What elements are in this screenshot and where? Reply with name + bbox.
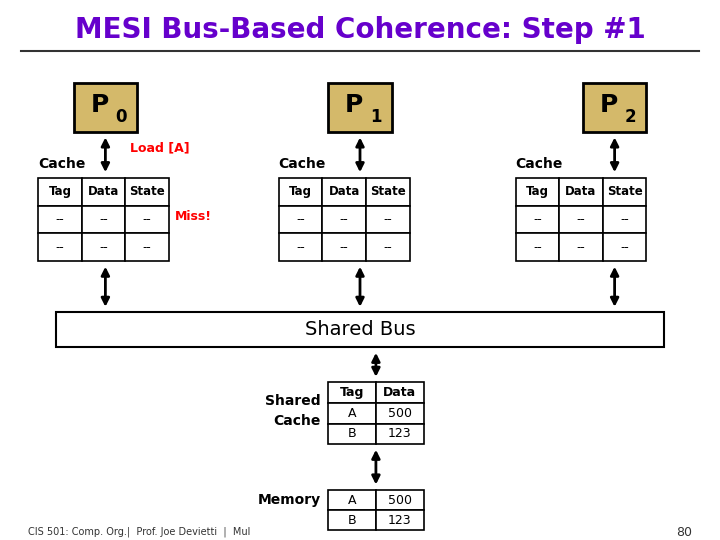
Text: --: -- xyxy=(383,241,392,254)
Text: --: -- xyxy=(620,241,629,254)
Text: Tag: Tag xyxy=(526,185,549,198)
Text: B: B xyxy=(348,514,356,527)
Bar xyxy=(328,423,376,444)
Text: CIS 501: Comp. Org.|  Prof. Joe Devietti  |  Mul: CIS 501: Comp. Org.| Prof. Joe Devietti … xyxy=(27,527,250,537)
Text: State: State xyxy=(607,185,642,198)
Text: 123: 123 xyxy=(388,428,412,441)
Text: --: -- xyxy=(340,213,348,226)
Bar xyxy=(376,510,423,530)
Bar xyxy=(38,233,82,261)
Text: --: -- xyxy=(296,213,305,226)
Text: Cache: Cache xyxy=(279,157,326,171)
Text: Memory: Memory xyxy=(258,492,321,507)
Bar xyxy=(559,233,603,261)
Bar xyxy=(366,233,410,261)
Text: --: -- xyxy=(383,213,392,226)
Bar xyxy=(125,178,169,206)
Text: MESI Bus-Based Coherence: Step #1: MESI Bus-Based Coherence: Step #1 xyxy=(75,16,645,44)
Text: Cache: Cache xyxy=(38,157,86,171)
Bar xyxy=(323,206,366,233)
Bar xyxy=(38,178,82,206)
Text: Miss!: Miss! xyxy=(175,210,212,223)
Text: Shared Bus: Shared Bus xyxy=(305,320,415,339)
Text: --: -- xyxy=(143,241,152,254)
Bar xyxy=(328,382,376,403)
Text: P: P xyxy=(600,93,618,117)
Text: 2: 2 xyxy=(624,109,636,126)
Bar xyxy=(376,423,423,444)
Text: 500: 500 xyxy=(388,407,412,420)
Text: Data: Data xyxy=(88,185,120,198)
Text: --: -- xyxy=(620,213,629,226)
Text: B: B xyxy=(348,428,356,441)
Text: 1: 1 xyxy=(370,109,382,126)
Text: --: -- xyxy=(577,241,585,254)
Text: --: -- xyxy=(533,241,541,254)
Text: 123: 123 xyxy=(388,514,412,527)
Bar xyxy=(366,178,410,206)
Text: 0: 0 xyxy=(115,109,127,126)
Text: A: A xyxy=(348,407,356,420)
Bar xyxy=(516,233,559,261)
Text: --: -- xyxy=(55,241,64,254)
Bar xyxy=(376,382,423,403)
Bar xyxy=(582,84,647,132)
Text: Tag: Tag xyxy=(340,386,364,399)
Bar xyxy=(125,233,169,261)
Text: A: A xyxy=(348,494,356,507)
Text: Tag: Tag xyxy=(48,185,71,198)
Text: --: -- xyxy=(340,241,348,254)
Bar xyxy=(376,490,423,510)
Text: P: P xyxy=(345,93,364,117)
Text: Load [A]: Load [A] xyxy=(130,141,190,154)
Bar xyxy=(279,233,323,261)
Bar xyxy=(366,206,410,233)
Bar xyxy=(328,490,376,510)
Bar xyxy=(328,510,376,530)
Bar xyxy=(82,206,125,233)
Text: Data: Data xyxy=(565,185,597,198)
Bar xyxy=(516,178,559,206)
Text: --: -- xyxy=(296,241,305,254)
Bar xyxy=(328,84,392,132)
Bar xyxy=(38,206,82,233)
Bar xyxy=(82,178,125,206)
Bar xyxy=(328,403,376,423)
Text: --: -- xyxy=(577,213,585,226)
Bar xyxy=(82,233,125,261)
Bar xyxy=(559,178,603,206)
Bar xyxy=(56,312,664,347)
Text: Data: Data xyxy=(383,386,416,399)
Bar xyxy=(603,178,647,206)
Bar xyxy=(279,206,323,233)
Bar xyxy=(516,206,559,233)
Bar xyxy=(279,178,323,206)
Bar xyxy=(559,206,603,233)
Text: Data: Data xyxy=(328,185,360,198)
Text: --: -- xyxy=(99,213,108,226)
Bar xyxy=(73,84,138,132)
Text: Tag: Tag xyxy=(289,185,312,198)
Bar xyxy=(603,206,647,233)
Text: --: -- xyxy=(55,213,64,226)
Text: --: -- xyxy=(143,213,152,226)
Bar xyxy=(125,206,169,233)
Text: P: P xyxy=(91,93,109,117)
Text: 500: 500 xyxy=(388,494,412,507)
Text: Shared
Cache: Shared Cache xyxy=(266,394,321,428)
Text: Cache: Cache xyxy=(516,157,563,171)
Bar xyxy=(376,403,423,423)
Bar xyxy=(603,233,647,261)
Text: 80: 80 xyxy=(676,525,693,538)
Bar xyxy=(323,178,366,206)
Bar xyxy=(323,233,366,261)
Text: State: State xyxy=(130,185,165,198)
Text: --: -- xyxy=(533,213,541,226)
Text: --: -- xyxy=(99,241,108,254)
Text: State: State xyxy=(370,185,405,198)
